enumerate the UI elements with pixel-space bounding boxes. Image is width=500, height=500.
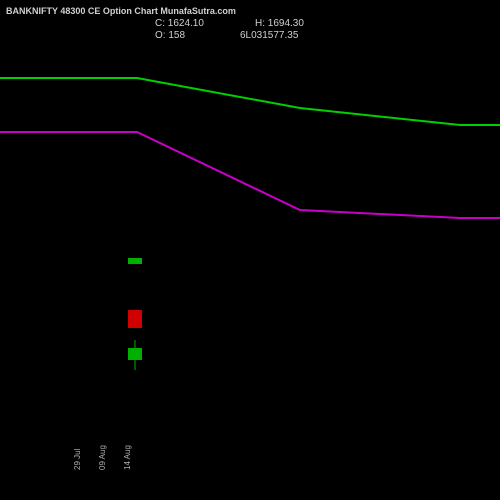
candle-body — [128, 310, 142, 328]
ohlc-h: H: 1694.30 — [255, 18, 304, 29]
ohlc-c: C: 1624.10 — [155, 18, 204, 29]
candle-body — [128, 348, 142, 360]
chart-title: BANKNIFTY 48300 CE Option Chart MunafaSu… — [6, 6, 236, 16]
candle-body — [128, 258, 142, 264]
chart-root: 29 Jul 09 Aug 14 Aug BANKNIFTY 48300 CE Op… — [0, 0, 500, 500]
chart-svg: 29 Jul 09 Aug 14 Aug — [0, 0, 500, 500]
ohlc-o: O: 158 — [155, 30, 185, 41]
ohlc-l: 6L031577.35 — [240, 30, 298, 41]
x-axis-label: 14 Aug — [123, 445, 132, 470]
x-axis-label: 29 Jul — [73, 448, 82, 470]
x-axis-label: 09 Aug — [98, 445, 107, 470]
